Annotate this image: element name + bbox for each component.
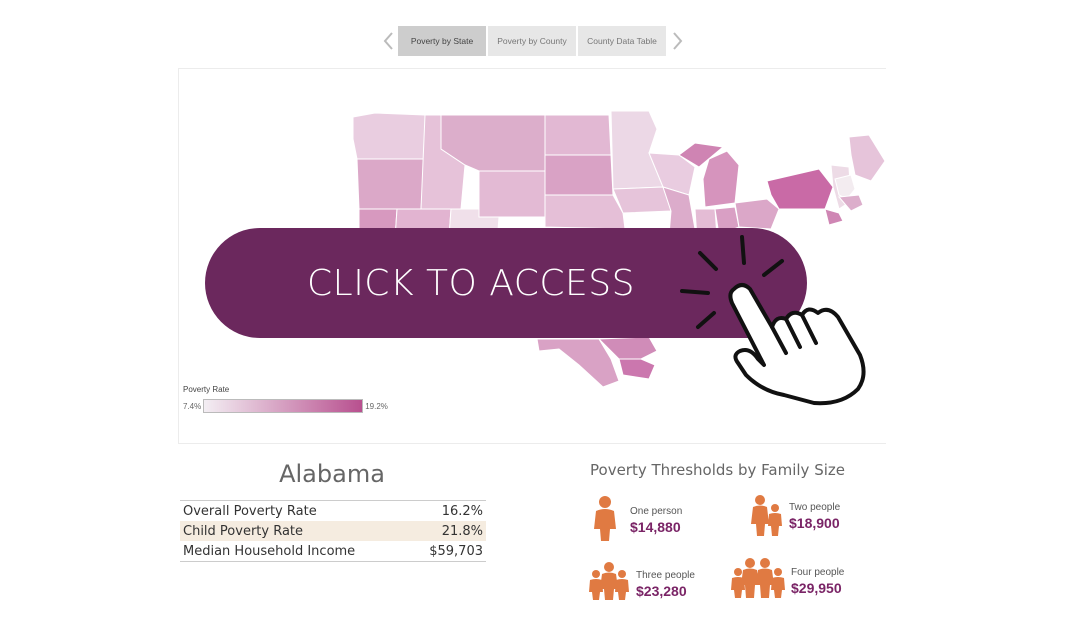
three-people-icon	[589, 562, 629, 600]
threshold-two-people: Two people $18,900	[789, 502, 840, 531]
stat-value: 21.8%	[441, 523, 483, 539]
tab-poverty-by-county[interactable]: Poverty by County	[488, 26, 576, 56]
threshold-value: $23,280	[636, 583, 687, 599]
threshold-value: $29,950	[791, 580, 842, 596]
threshold-label: One person	[630, 506, 683, 517]
legend-title: Poverty Rate	[183, 385, 230, 394]
poverty-rate-legend: Poverty Rate 7.4% 19.2%	[183, 385, 388, 413]
four-people-icon	[731, 558, 785, 598]
stat-value: 16.2%	[441, 503, 483, 519]
stat-label: Child Poverty Rate	[183, 523, 304, 539]
threshold-label: Two people	[789, 502, 841, 513]
tab-next-arrow-icon[interactable]	[668, 26, 688, 56]
stat-label: Median Household Income	[183, 543, 356, 559]
state-stats-table: Overall Poverty Rate 16.2% Child Poverty…	[180, 500, 486, 562]
legend-gradient-bar	[203, 399, 364, 413]
threshold-three-people: Three people $23,280	[636, 570, 695, 599]
us-poverty-map[interactable]	[179, 69, 887, 445]
table-row: Overall Poverty Rate 16.2%	[180, 501, 486, 521]
tab-county-data-table[interactable]: County Data Table	[578, 26, 666, 56]
table-row: Median Household Income $59,703	[180, 541, 486, 561]
stat-value: $59,703	[429, 543, 483, 559]
dashboard-tabs: Poverty by State Poverty by County Count…	[378, 26, 688, 56]
threshold-one-person: One person $14,880	[630, 506, 682, 535]
legend-min-label: 7.4%	[183, 401, 202, 411]
threshold-label: Four people	[791, 567, 845, 578]
click-to-access-label: CLICK TO ACCESS	[307, 262, 635, 304]
tab-prev-arrow-icon[interactable]	[378, 26, 398, 56]
legend-max-label: 19.2%	[365, 401, 388, 411]
two-people-icon	[751, 495, 782, 536]
poverty-map-panel: Poverty Rate 7.4% 19.2%	[178, 68, 886, 444]
hand-pointer-icon	[680, 235, 866, 406]
one-person-icon	[594, 496, 616, 541]
stat-label: Overall Poverty Rate	[183, 503, 317, 519]
threshold-four-people: Four people $29,950	[791, 567, 844, 596]
threshold-value: $18,900	[789, 515, 840, 531]
state-name: Alabama	[279, 460, 385, 488]
tab-poverty-by-state[interactable]: Poverty by State	[398, 26, 486, 56]
threshold-value: $14,880	[630, 519, 681, 535]
threshold-label: Three people	[636, 570, 695, 581]
thresholds-title: Poverty Thresholds by Family Size	[590, 461, 845, 479]
table-row: Child Poverty Rate 21.8%	[180, 521, 486, 541]
